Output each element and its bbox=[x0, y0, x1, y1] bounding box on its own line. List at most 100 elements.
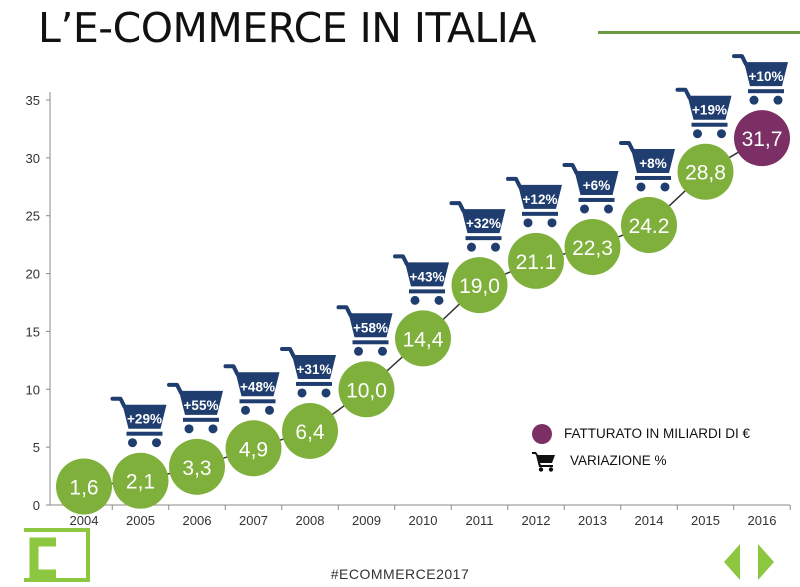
data-label: 1,6 bbox=[69, 476, 98, 499]
variation-label: +58% bbox=[353, 320, 388, 335]
cart-basket bbox=[292, 354, 336, 379]
y-tick-label: 0 bbox=[33, 498, 40, 513]
data-label: 24.2 bbox=[629, 215, 670, 238]
x-tick-label: 2007 bbox=[239, 513, 268, 528]
cart-wheel bbox=[547, 218, 557, 228]
x-tick-label: 2016 bbox=[748, 513, 777, 528]
data-label: 21.1 bbox=[516, 251, 557, 274]
cart-handle bbox=[562, 162, 579, 175]
cart-wheel bbox=[604, 204, 613, 214]
cart-icon: +32% bbox=[449, 201, 506, 252]
data-point bbox=[282, 402, 338, 459]
cart-wheel bbox=[208, 424, 218, 434]
cart-icon: +6% bbox=[562, 162, 619, 214]
cart-basket bbox=[744, 62, 788, 87]
cart-wheel bbox=[241, 405, 250, 415]
cart-handle bbox=[336, 305, 353, 318]
cart-basket bbox=[235, 372, 280, 397]
y-tick-label: 20 bbox=[26, 267, 40, 282]
variation-label: +48% bbox=[240, 379, 275, 394]
data-point bbox=[734, 110, 790, 167]
variation-label: +19% bbox=[692, 103, 727, 118]
legend-label-fatturato: FATTURATO IN MILIARDI DI € bbox=[564, 426, 751, 441]
chevron-right-icon[interactable] bbox=[756, 544, 774, 580]
data-point bbox=[338, 361, 395, 418]
cart-handle bbox=[223, 364, 240, 377]
data-point bbox=[677, 143, 734, 200]
y-tick-label: 30 bbox=[26, 151, 40, 166]
variation-label: +8% bbox=[639, 156, 666, 171]
x-tick-label: 2013 bbox=[578, 513, 607, 528]
data-point bbox=[508, 232, 564, 289]
cart-wheel bbox=[717, 129, 726, 139]
cart-handle bbox=[167, 382, 183, 395]
cart-basket bbox=[687, 95, 732, 120]
cart-wheel bbox=[152, 438, 161, 448]
cart-handle bbox=[675, 87, 692, 100]
cart-handle bbox=[619, 140, 635, 153]
y-tick-label: 25 bbox=[26, 209, 40, 224]
cart-handle bbox=[732, 54, 748, 67]
cart-wheel bbox=[523, 218, 533, 228]
y-tick-label: 15 bbox=[26, 324, 40, 339]
footer-hashtag: #ECOMMERCE2017 bbox=[330, 566, 470, 582]
cart-base bbox=[691, 122, 728, 127]
cart-icon bbox=[532, 451, 555, 472]
x-tick-label: 2004 bbox=[70, 513, 99, 528]
data-label: 2,1 bbox=[126, 471, 155, 494]
cart-wheel bbox=[354, 346, 363, 356]
chart-legend: FATTURATO IN MILIARDI DI € VARIAZIONE % bbox=[532, 420, 750, 474]
cart-wheel bbox=[491, 242, 500, 252]
cart-icon: +8% bbox=[619, 140, 675, 192]
legend-label-variazione: VARIAZIONE % bbox=[570, 453, 667, 468]
cart-icon: +58% bbox=[336, 305, 393, 356]
cart-basket bbox=[574, 170, 619, 195]
data-point bbox=[225, 420, 282, 477]
x-tick-label: 2011 bbox=[466, 513, 494, 528]
chevron-left-icon[interactable] bbox=[724, 544, 742, 580]
cart-handle bbox=[393, 254, 409, 267]
cart-handle bbox=[449, 201, 466, 214]
cart-wheel bbox=[693, 129, 702, 139]
cart-icon: +19% bbox=[675, 87, 732, 139]
cart-basket bbox=[518, 184, 562, 209]
cart-base bbox=[183, 417, 219, 422]
cart-icon: +10% bbox=[732, 54, 788, 105]
cart-base bbox=[522, 211, 558, 216]
data-point bbox=[169, 438, 225, 495]
cart-icon: +29% bbox=[110, 396, 167, 448]
cart-basket bbox=[405, 262, 449, 287]
legend-item-variazione: VARIAZIONE % bbox=[532, 447, 750, 474]
x-tick-label: 2009 bbox=[352, 513, 381, 528]
variation-label: +43% bbox=[410, 269, 445, 284]
cart-wheel bbox=[184, 424, 194, 434]
data-label: 3,3 bbox=[182, 457, 211, 480]
data-label: 22,3 bbox=[572, 237, 613, 260]
x-tick-label: 2010 bbox=[409, 513, 438, 528]
legend-circle-marker bbox=[532, 423, 552, 444]
cart-wheel bbox=[749, 95, 759, 105]
cart-base bbox=[296, 381, 332, 386]
cart-wheel bbox=[636, 182, 646, 192]
x-tick-label: 2015 bbox=[691, 513, 720, 528]
cart-base bbox=[748, 89, 784, 94]
cart-icon: +43% bbox=[393, 254, 449, 305]
data-point bbox=[451, 257, 508, 314]
cart-wheel bbox=[128, 438, 137, 448]
data-label: 4,9 bbox=[239, 438, 268, 461]
cart-wheel bbox=[321, 388, 331, 398]
cart-basket bbox=[179, 390, 223, 415]
cart-wheel bbox=[773, 95, 783, 105]
x-tick-label: 2012 bbox=[522, 513, 551, 528]
cart-wheel bbox=[297, 388, 307, 398]
cart-wheel bbox=[434, 295, 444, 305]
variation-label: +29% bbox=[127, 412, 162, 427]
x-tick-label: 2008 bbox=[296, 513, 325, 528]
cart-basket bbox=[122, 404, 167, 429]
page-title: L’E-COMMERCE IN ITALIA bbox=[38, 4, 536, 52]
cart-handle bbox=[110, 396, 127, 409]
legend-item-fatturato: FATTURATO IN MILIARDI DI € bbox=[532, 420, 750, 447]
title-rule bbox=[598, 31, 800, 34]
variation-label: +31% bbox=[297, 362, 332, 377]
